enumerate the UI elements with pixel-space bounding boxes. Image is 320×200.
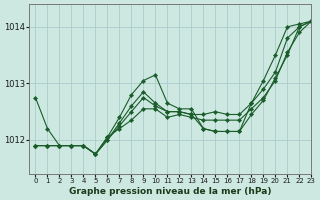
X-axis label: Graphe pression niveau de la mer (hPa): Graphe pression niveau de la mer (hPa) xyxy=(69,187,272,196)
